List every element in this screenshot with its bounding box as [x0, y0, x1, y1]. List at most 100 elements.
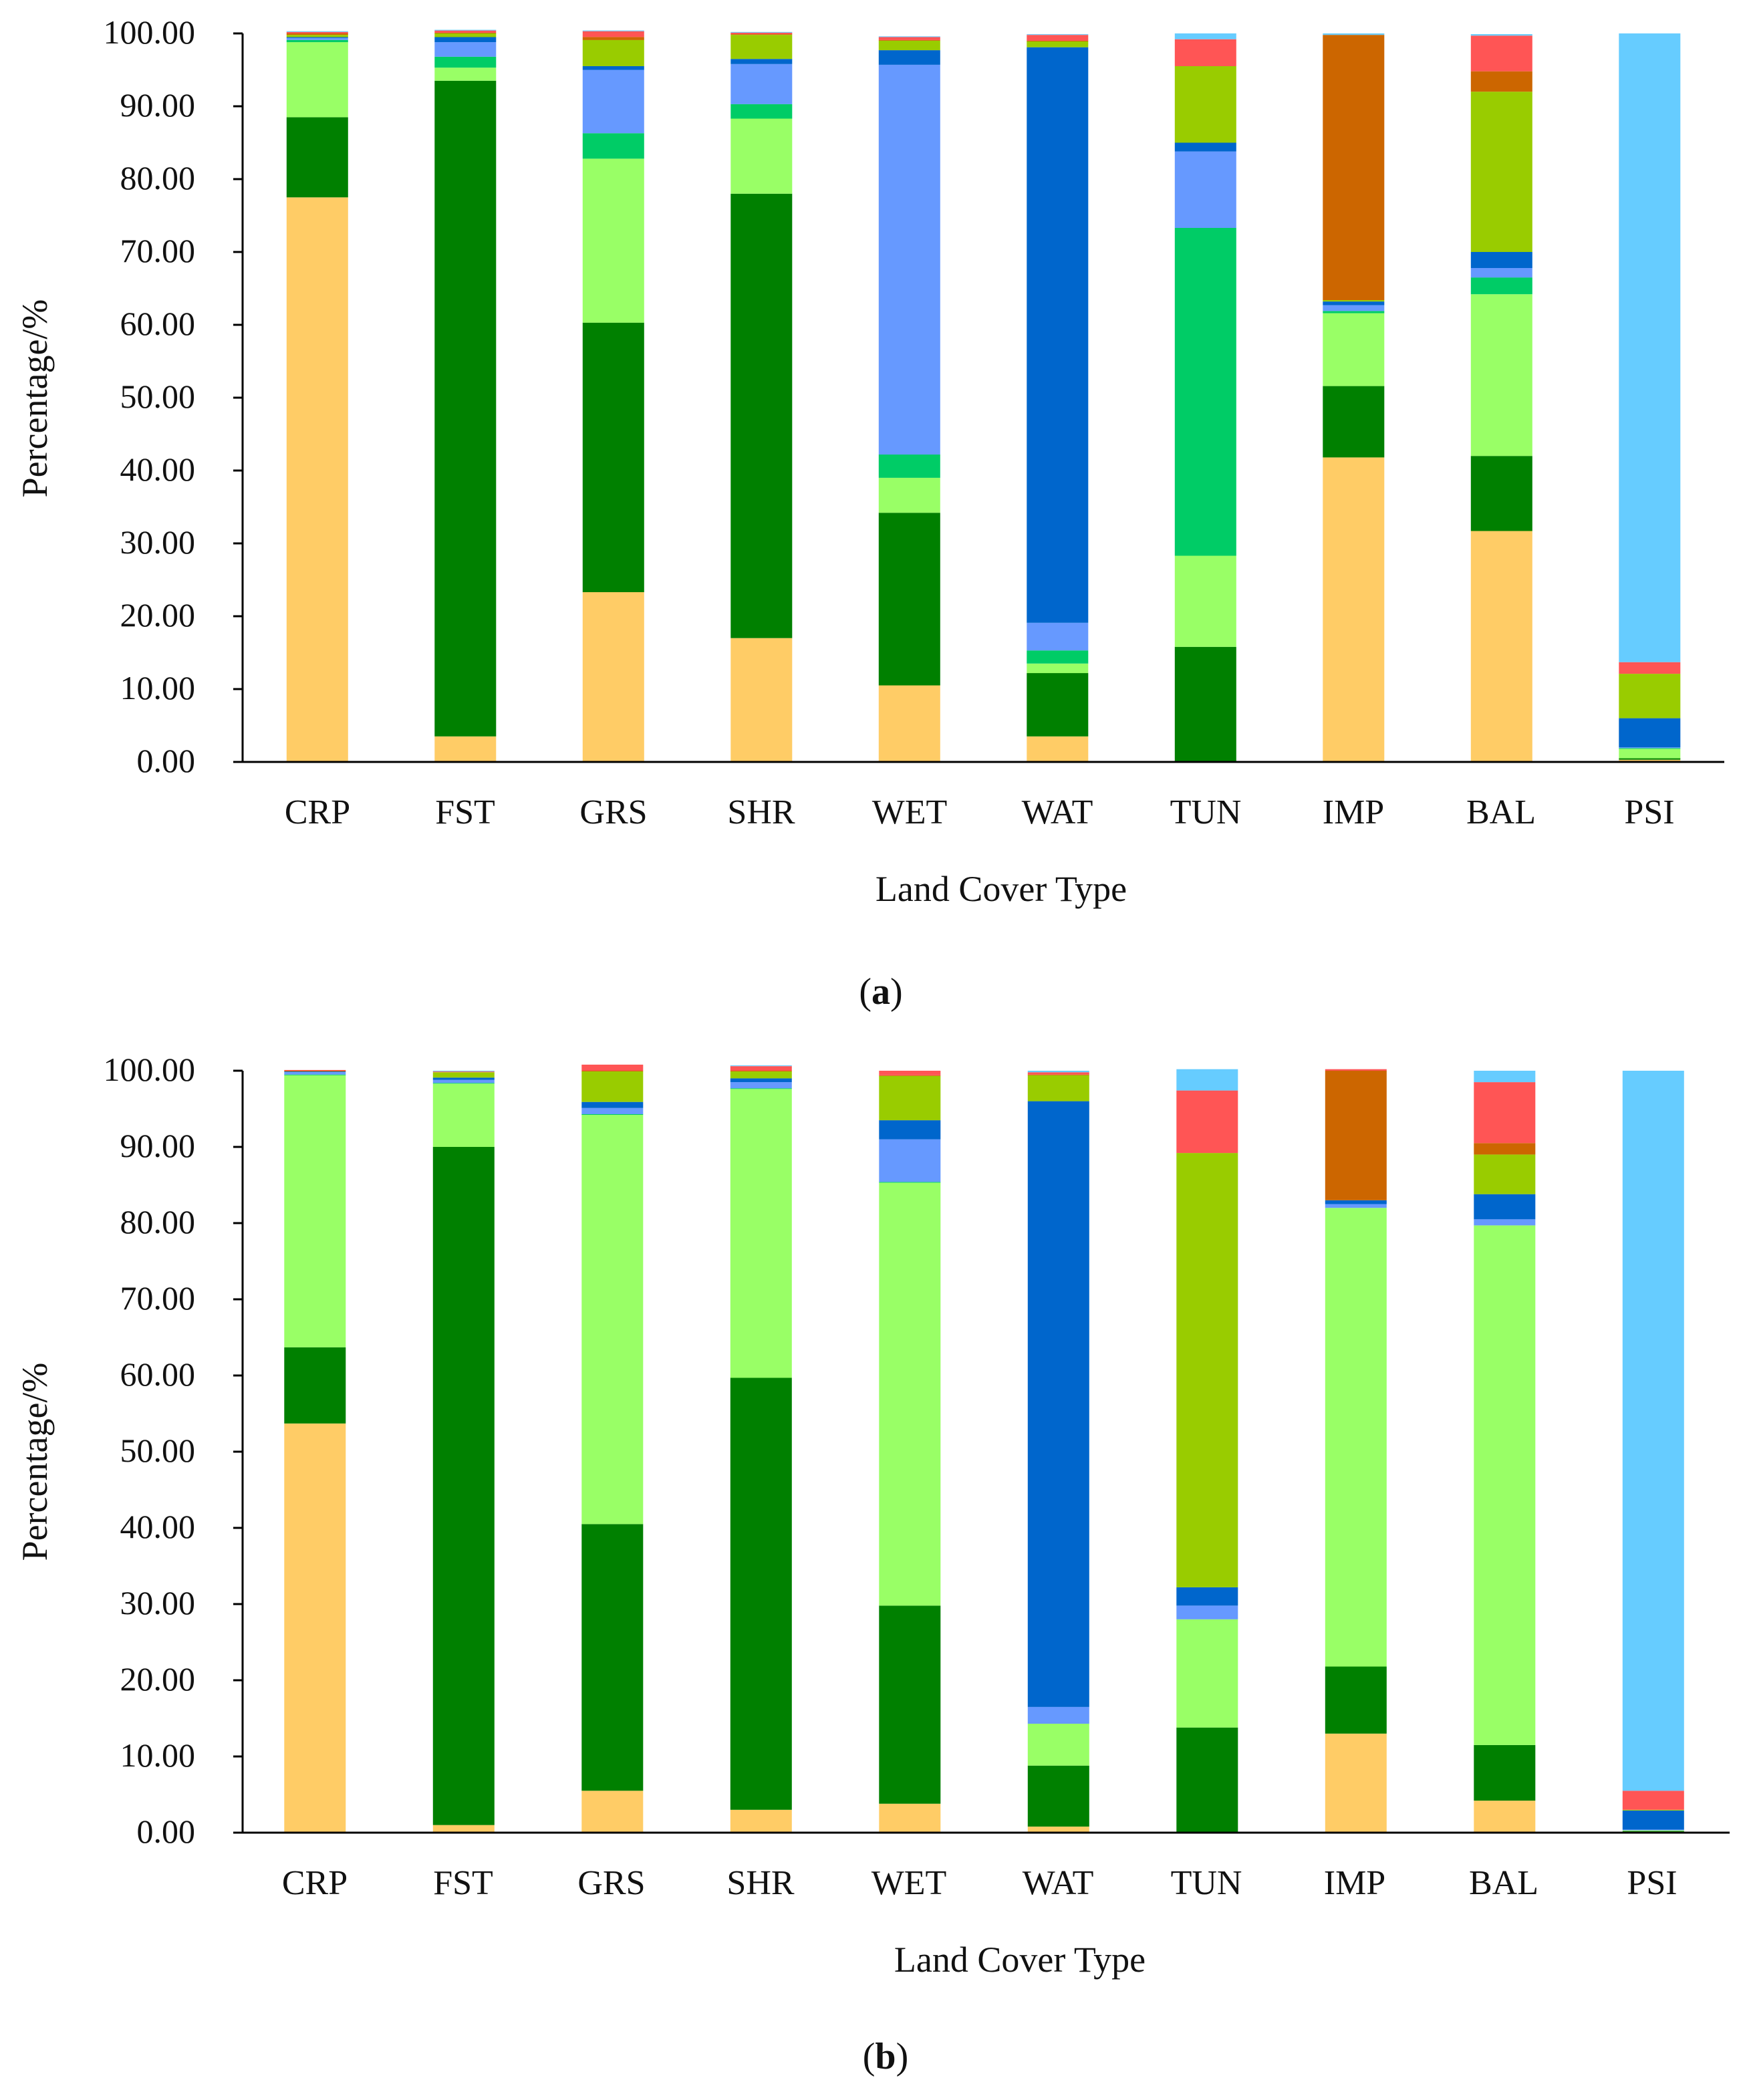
- bar-segment-shr-imp: [730, 34, 793, 35]
- bar-segment-fst-fst: [434, 80, 497, 737]
- panel-b-y-ticks: 0.00 10.00 20.00 30.00 40.00 50.00 60.00…: [104, 1051, 196, 1850]
- y-tick-label: 0.00: [137, 1813, 196, 1850]
- bar-segment-imp-crp: [1323, 457, 1385, 762]
- bar-segment-psi-shr: [1619, 748, 1681, 749]
- bar-segment-tun-wet: [1176, 1605, 1238, 1619]
- y-tick-label: 90.00: [120, 1127, 196, 1164]
- bar-segment-wet-grs: [878, 477, 940, 513]
- x-tick-label: GRS: [579, 793, 647, 831]
- bar-segment-shr-shr: [730, 104, 793, 119]
- bar-segment-grs-grs: [581, 1115, 644, 1525]
- bar-segment-wat-tun: [1027, 41, 1089, 47]
- bar-segment-psi-tun: [1622, 1809, 1684, 1811]
- bar-segment-bal-wet: [1470, 268, 1532, 278]
- x-tick-label: FST: [433, 1864, 493, 1902]
- bar-segment-imp-bal: [1325, 1069, 1387, 1071]
- bar-segment-wat-crp: [1027, 1826, 1089, 1833]
- y-tick-label: 40.00: [120, 450, 196, 488]
- bar-segment-bal-tun: [1474, 1154, 1536, 1194]
- y-tick-label: 80.00: [120, 159, 196, 196]
- bar-segment-imp-wat: [1323, 301, 1385, 305]
- x-tick-label: IMP: [1323, 793, 1384, 831]
- y-axis-title: Percentage/%: [15, 299, 55, 498]
- x-axis-title: Land Cover Type: [894, 1940, 1146, 1980]
- bar-segment-bal-shr: [1470, 277, 1532, 295]
- x-tick-label: PSI: [1627, 1864, 1677, 1902]
- y-tick-label: 40.00: [120, 1508, 196, 1545]
- x-tick-label: CRP: [282, 1864, 348, 1902]
- bar-segment-fst-tun: [434, 33, 497, 37]
- bar-segment-imp-wat: [1325, 1200, 1387, 1204]
- bar-segment-wet-imp: [878, 39, 940, 41]
- bar-segment-shr-wet: [730, 63, 793, 104]
- bar-segment-crp-grs: [286, 42, 348, 118]
- bar-segment-psi-bal: [1619, 662, 1681, 674]
- bar-segment-wat-fst: [1027, 1765, 1089, 1827]
- x-tick-label: WET: [871, 1864, 947, 1902]
- bar-segment-wat-grs: [1027, 663, 1089, 674]
- bar-segment-bal-wet: [1474, 1219, 1536, 1226]
- bar-segment-imp-grs: [1325, 1208, 1387, 1667]
- bar-segment-fst-wat: [434, 37, 497, 43]
- bar-segment-imp-wet: [1323, 305, 1385, 311]
- bar-segment-crp-wat: [284, 1071, 346, 1073]
- bar-segment-tun-grs: [1176, 1619, 1238, 1728]
- panel-b-x-ticks: CRP FST GRS SHR WET WAT TUN IMP BAL PSI: [282, 1864, 1677, 1902]
- bar-segment-imp-imp: [1325, 1071, 1387, 1200]
- panel-label: (b): [863, 2036, 908, 2077]
- bar-segment-psi-grs: [1619, 749, 1681, 759]
- bar-segment-imp-crp: [1325, 1733, 1387, 1833]
- bar-segment-imp-imp: [1323, 35, 1385, 300]
- bar-segment-grs-tun: [581, 1071, 644, 1102]
- bar-segment-grs-bal: [581, 1064, 644, 1071]
- bar-segment-grs-wet: [582, 70, 644, 134]
- bar-segment-crp-wet: [284, 1072, 346, 1075]
- bar-segment-wet-tun: [878, 40, 940, 51]
- y-tick-label: 30.00: [120, 523, 196, 561]
- bar-segment-grs-crp: [581, 1791, 644, 1833]
- bar-segment-shr-shr: [730, 1088, 792, 1089]
- x-tick-label: TUN: [1171, 1864, 1242, 1902]
- bar-segment-tun-tun: [1176, 1153, 1238, 1587]
- bar-segment-bal-grs: [1470, 294, 1532, 456]
- x-tick-label: TUN: [1170, 793, 1242, 831]
- bar-segment-grs-fst: [581, 1524, 644, 1791]
- bar-segment-crp-psi: [286, 31, 348, 32]
- bar-segment-wet-shr: [878, 454, 940, 478]
- bar-segment-wat-wet: [1027, 1706, 1089, 1724]
- bar-segment-shr-tun: [730, 1071, 792, 1079]
- bar-segment-crp-bal: [286, 31, 348, 33]
- bar-segment-grs-tun: [582, 39, 644, 66]
- bar-segment-bal-bal: [1470, 35, 1532, 72]
- bar-segment-fst-fst: [432, 1147, 495, 1825]
- bar-segment-bal-wat: [1470, 252, 1532, 268]
- bar-segment-wet-psi: [878, 36, 940, 37]
- x-tick-label: SHR: [727, 793, 795, 831]
- x-tick-label: CRP: [285, 793, 350, 831]
- x-tick-label: WAT: [1022, 793, 1093, 831]
- y-tick-label: 20.00: [120, 1660, 196, 1698]
- panel-a-chart: 0.00 10.00 20.00 30.00 40.00 50.00 60.00…: [15, 13, 1724, 1013]
- bar-segment-fst-bal: [432, 1071, 495, 1073]
- panel-a-x-ticks: CRP FST GRS SHR WET WAT TUN IMP BAL PSI: [285, 793, 1675, 831]
- x-tick-label: PSI: [1624, 793, 1674, 831]
- bar-segment-bal-tun: [1470, 92, 1532, 252]
- y-tick-label: 10.00: [120, 669, 196, 706]
- bar-segment-grs-shr: [581, 1114, 644, 1115]
- bar-segment-wat-fst: [1027, 673, 1089, 737]
- bar-segment-wet-wet: [878, 64, 940, 455]
- bar-segment-crp-imp: [286, 33, 348, 35]
- x-tick-label: WET: [872, 793, 948, 831]
- bar-segment-tun-wat: [1174, 142, 1236, 152]
- bar-segment-bal-fst: [1474, 1744, 1536, 1801]
- bar-segment-wet-imp: [879, 1075, 941, 1076]
- bar-segment-fst-shr: [434, 56, 497, 68]
- y-tick-label: 50.00: [120, 378, 196, 415]
- bar-segment-tun-tun: [1174, 66, 1236, 143]
- bar-segment-psi-wet: [1622, 1829, 1684, 1831]
- bar-segment-psi-bal: [1622, 1791, 1684, 1810]
- y-tick-label: 80.00: [120, 1203, 196, 1240]
- bar-segment-imp-wet: [1325, 1204, 1387, 1208]
- bar-segment-tun-bal: [1174, 39, 1236, 66]
- bar-segment-imp-grs: [1323, 313, 1385, 386]
